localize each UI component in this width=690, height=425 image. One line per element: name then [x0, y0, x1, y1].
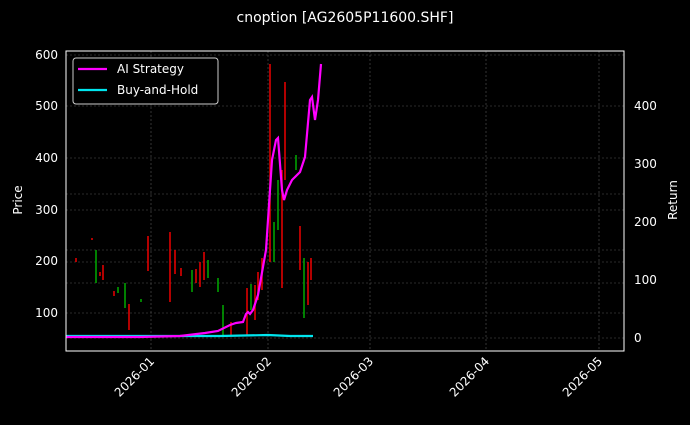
- y-axis-right: 400 300 200 100 0 Return: [634, 99, 680, 345]
- grid: [66, 51, 624, 351]
- svg-text:300: 300: [35, 203, 58, 217]
- svg-text:100: 100: [35, 306, 58, 320]
- svg-text:300: 300: [634, 157, 657, 171]
- svg-text:Buy-and-Hold: Buy-and-Hold: [117, 83, 198, 97]
- svg-text:200: 200: [634, 215, 657, 229]
- svg-text:AI Strategy: AI Strategy: [117, 62, 184, 76]
- svg-text:400: 400: [35, 151, 58, 165]
- y-axis-left: 600 500 400 300 200 100 Price: [11, 48, 58, 320]
- y-axis-label: Price: [11, 185, 25, 214]
- svg-text:200: 200: [35, 254, 58, 268]
- ai-strategy-line: [66, 63, 323, 339]
- legend: AI Strategy Buy-and-Hold: [72, 57, 219, 105]
- chart-title: cnoption [AG2605P11600.SHF]: [237, 10, 454, 26]
- svg-text:100: 100: [634, 273, 657, 287]
- svg-text:500: 500: [35, 99, 58, 113]
- plot-frame: [65, 50, 625, 352]
- svg-text:400: 400: [634, 99, 657, 113]
- y2-axis-label: Return: [666, 180, 680, 220]
- svg-text:0: 0: [634, 331, 642, 345]
- svg-text:600: 600: [35, 48, 58, 62]
